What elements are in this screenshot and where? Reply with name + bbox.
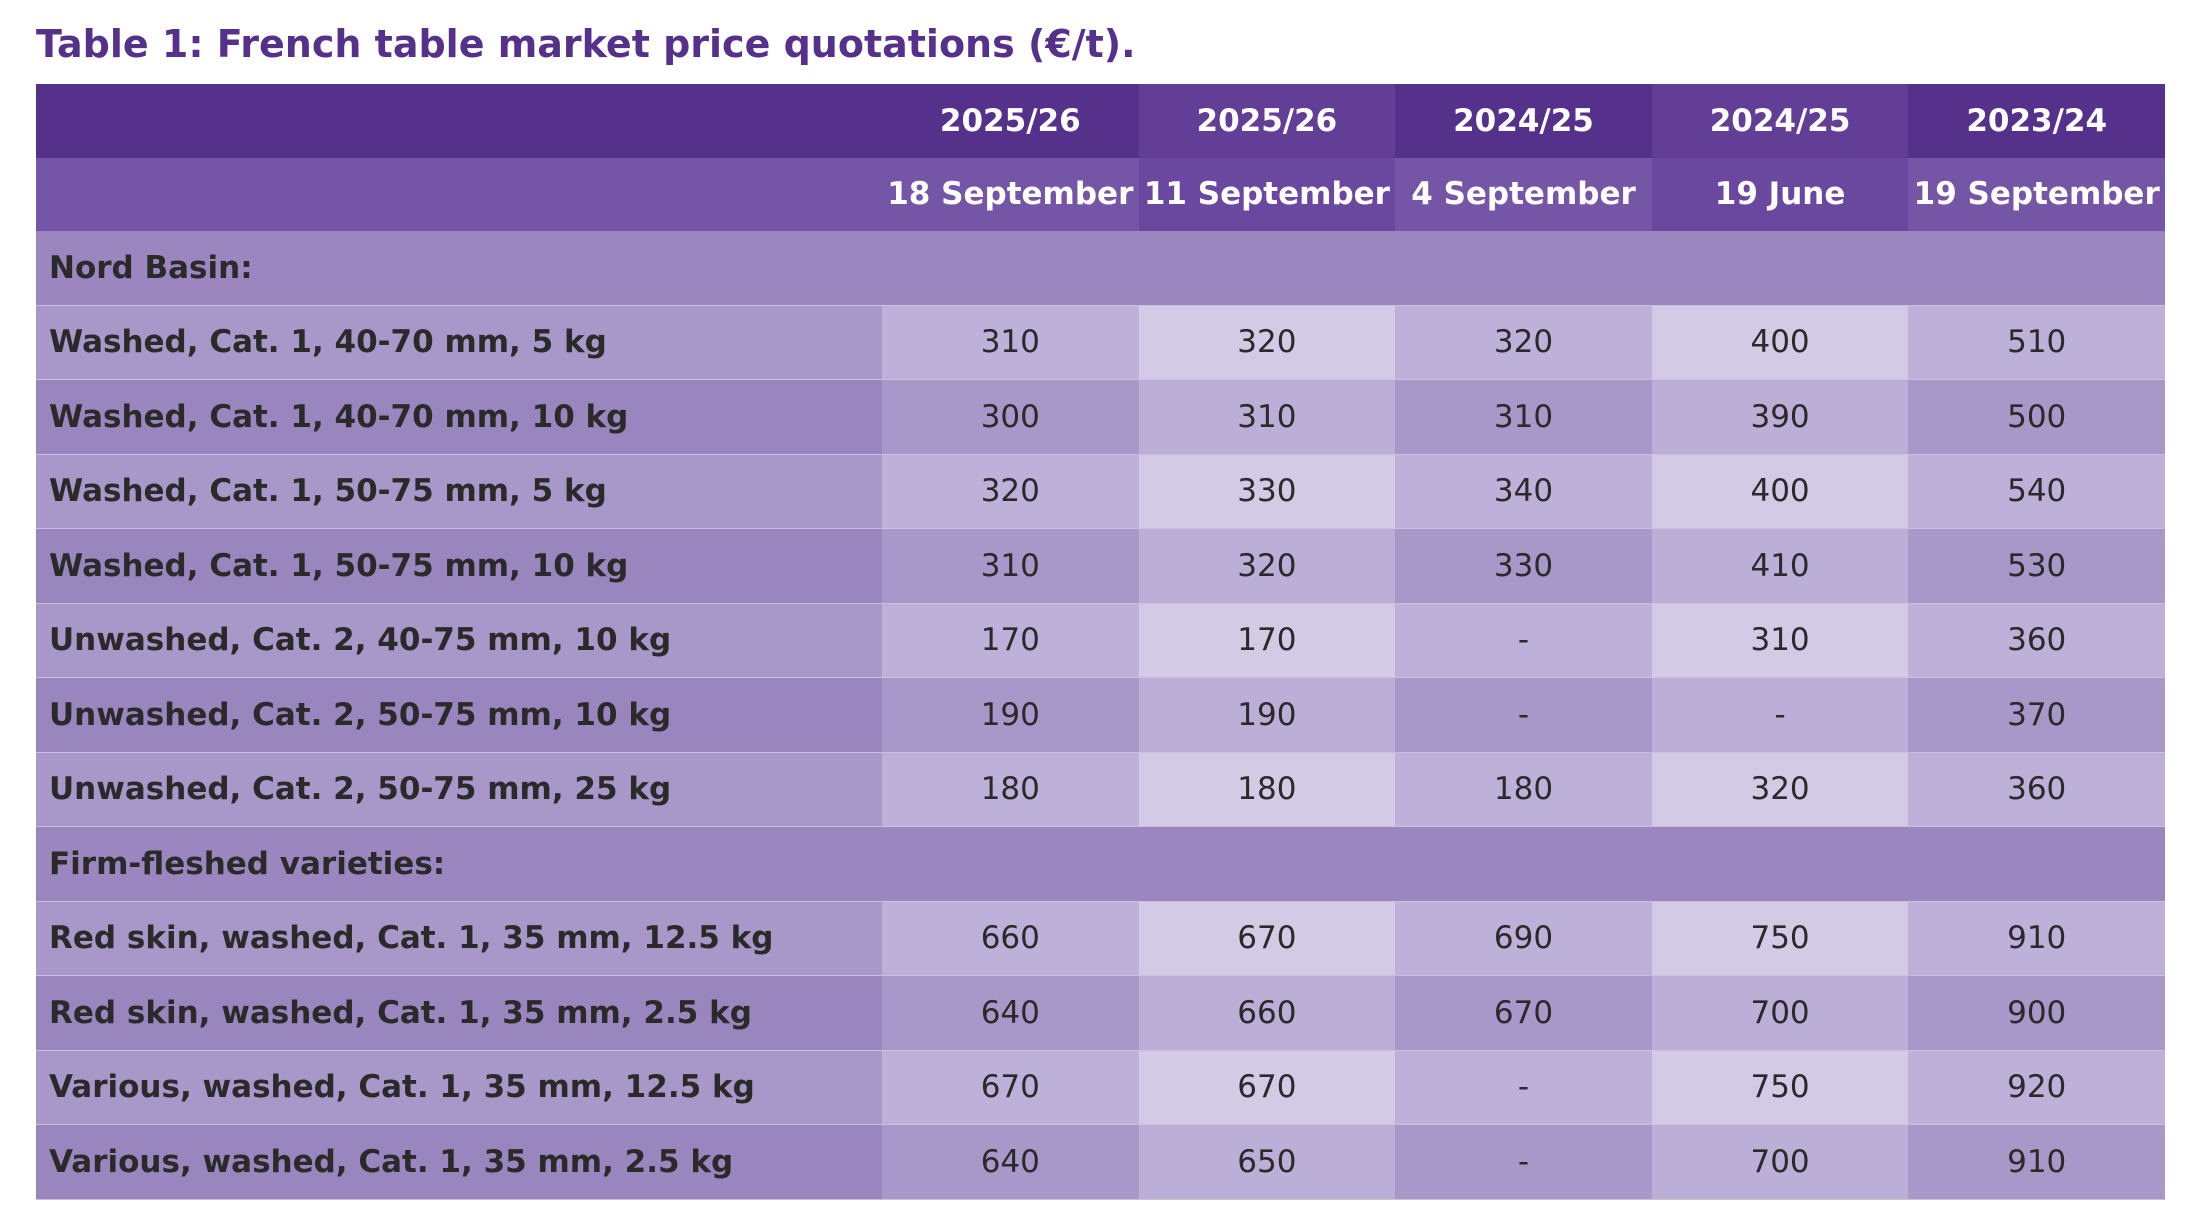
header-cell <box>36 84 882 158</box>
price-cell: 310 <box>1138 379 1396 455</box>
price-cell: 340 <box>1395 454 1652 529</box>
price-cell: - <box>1651 677 1909 753</box>
price-cell: 180 <box>1138 752 1396 827</box>
price-cell: 670 <box>882 1050 1139 1125</box>
date-header: 4 September <box>1395 157 1652 231</box>
price-cell: 310 <box>882 528 1139 604</box>
price-cell: 920 <box>1908 1050 2165 1125</box>
table-title: Table 1: French table market price quota… <box>36 22 1136 66</box>
price-cell: - <box>1395 1050 1652 1125</box>
price-cell: 670 <box>1138 901 1396 976</box>
year-header: 2025/26 <box>882 84 1139 158</box>
data-row: Red skin, washed, Cat. 1, 35 mm, 12.5 kg… <box>36 901 2165 976</box>
row-label: Washed, Cat. 1, 40-70 mm, 5 kg <box>36 305 882 380</box>
date-header: 11 September <box>1138 157 1396 231</box>
price-cell: 390 <box>1651 379 1909 455</box>
price-cell: 910 <box>1908 901 2165 976</box>
price-cell: 400 <box>1651 305 1909 380</box>
price-table: 2025/26 2025/26 2024/25 2024/25 2023/24 18 Se… <box>36 84 2165 1200</box>
data-row: Washed, Cat. 1, 50-75 mm, 5 kg 320 330 340 4… <box>36 454 2165 529</box>
data-row: Unwashed, Cat. 2, 50-75 mm, 25 kg 180 180 1… <box>36 752 2165 827</box>
price-cell: 910 <box>1908 1124 2165 1200</box>
price-cell: - <box>1395 677 1652 753</box>
row-label: Unwashed, Cat. 2, 50-75 mm, 10 kg <box>36 677 882 753</box>
row-label: Red skin, washed, Cat. 1, 35 mm, 2.5 kg <box>36 975 882 1051</box>
price-cell: 320 <box>1395 305 1652 380</box>
section-row: Nord Basin: <box>36 231 2165 306</box>
year-header: 2025/26 <box>1138 84 1396 158</box>
header-cell <box>36 157 882 231</box>
price-cell: 640 <box>882 1124 1139 1200</box>
price-cell: 650 <box>1138 1124 1396 1200</box>
row-label: Washed, Cat. 1, 50-75 mm, 5 kg <box>36 454 882 529</box>
date-header: 18 September <box>882 157 1139 231</box>
price-cell: - <box>1395 1124 1652 1200</box>
price-cell: - <box>1395 603 1652 678</box>
year-header: 2024/25 <box>1395 84 1652 158</box>
date-header: 19 September <box>1908 157 2165 231</box>
price-cell: 540 <box>1908 454 2165 529</box>
row-label: Washed, Cat. 1, 40-70 mm, 10 kg <box>36 379 882 455</box>
price-cell: 360 <box>1908 603 2165 678</box>
data-row: Washed, Cat. 1, 40-70 mm, 10 kg 300 310 310… <box>36 379 2165 455</box>
data-row: Various, washed, Cat. 1, 35 mm, 2.5 kg 64… <box>36 1124 2165 1200</box>
price-cell: 690 <box>1395 901 1652 976</box>
price-cell: 530 <box>1908 528 2165 604</box>
price-cell: 310 <box>1395 379 1652 455</box>
section-row: Firm-fleshed varieties: <box>36 826 2165 902</box>
price-cell: 660 <box>882 901 1139 976</box>
price-cell: 170 <box>882 603 1139 678</box>
data-row: Washed, Cat. 1, 40-70 mm, 5 kg 310 320 320 4… <box>36 305 2165 380</box>
price-cell: 180 <box>882 752 1139 827</box>
price-cell: 180 <box>1395 752 1652 827</box>
price-cell: 510 <box>1908 305 2165 380</box>
price-cell: 320 <box>1138 305 1396 380</box>
row-label: Various, washed, Cat. 1, 35 mm, 12.5 kg <box>36 1050 882 1125</box>
year-header: 2024/25 <box>1651 84 1909 158</box>
row-label: Red skin, washed, Cat. 1, 35 mm, 12.5 kg <box>36 901 882 976</box>
price-cell: 320 <box>1138 528 1396 604</box>
price-cell: 700 <box>1651 975 1909 1051</box>
price-cell: 410 <box>1651 528 1909 604</box>
year-header: 2023/24 <box>1908 84 2165 158</box>
price-cell: 670 <box>1138 1050 1396 1125</box>
row-label: Washed, Cat. 1, 50-75 mm, 10 kg <box>36 528 882 604</box>
section-label: Firm-fleshed varieties: <box>36 826 2165 902</box>
price-cell: 190 <box>882 677 1139 753</box>
price-cell: 700 <box>1651 1124 1909 1200</box>
price-cell: 670 <box>1395 975 1652 1051</box>
price-cell: 660 <box>1138 975 1396 1051</box>
price-cell: 320 <box>1651 752 1909 827</box>
price-cell: 330 <box>1395 528 1652 604</box>
header-row: 2025/26 2025/26 2024/25 2024/25 2023/24 <box>36 84 2165 158</box>
section-label: Nord Basin: <box>36 231 2165 306</box>
data-row: Various, washed, Cat. 1, 35 mm, 12.5 kg 6… <box>36 1050 2165 1125</box>
price-cell: 170 <box>1138 603 1396 678</box>
header-row: 18 September 11 September 4 September 19 Ju… <box>36 157 2165 231</box>
data-row: Unwashed, Cat. 2, 50-75 mm, 10 kg 190 190-… <box>36 677 2165 753</box>
data-row: Red skin, washed, Cat. 1, 35 mm, 2.5 kg 6… <box>36 975 2165 1051</box>
price-cell: 750 <box>1651 1050 1909 1125</box>
price-cell: 310 <box>882 305 1139 380</box>
date-header: 19 June <box>1651 157 1909 231</box>
row-label: Unwashed, Cat. 2, 50-75 mm, 25 kg <box>36 752 882 827</box>
row-label: Unwashed, Cat. 2, 40-75 mm, 10 kg <box>36 603 882 678</box>
price-cell: 370 <box>1908 677 2165 753</box>
price-cell: 190 <box>1138 677 1396 753</box>
price-cell: 640 <box>882 975 1139 1051</box>
price-cell: 310 <box>1651 603 1909 678</box>
price-cell: 360 <box>1908 752 2165 827</box>
row-label: Various, washed, Cat. 1, 35 mm, 2.5 kg <box>36 1124 882 1200</box>
price-cell: 320 <box>882 454 1139 529</box>
data-row: Washed, Cat. 1, 50-75 mm, 10 kg 310 320 330… <box>36 528 2165 604</box>
price-cell: 900 <box>1908 975 2165 1051</box>
price-cell: 300 <box>882 379 1139 455</box>
price-cell: 400 <box>1651 454 1909 529</box>
price-cell: 750 <box>1651 901 1909 976</box>
data-row: Unwashed, Cat. 2, 40-75 mm, 10 kg 170 170-… <box>36 603 2165 678</box>
price-cell: 500 <box>1908 379 2165 455</box>
price-cell: 330 <box>1138 454 1396 529</box>
